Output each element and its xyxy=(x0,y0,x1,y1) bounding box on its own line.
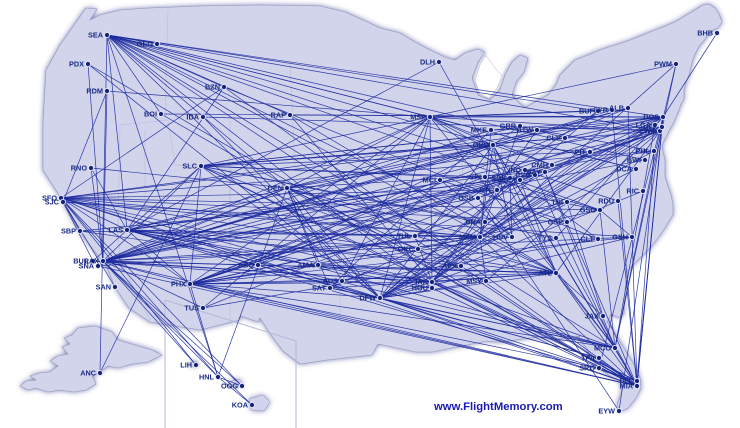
svg-text:GSP: GSP xyxy=(548,218,564,227)
svg-text:MSP: MSP xyxy=(410,113,426,122)
svg-text:JAX: JAX xyxy=(585,312,599,321)
svg-text:SAN: SAN xyxy=(96,283,111,292)
svg-text:TPA: TPA xyxy=(581,354,596,363)
svg-text:LEX: LEX xyxy=(502,176,516,185)
svg-text:IDA: IDA xyxy=(186,113,199,122)
svg-text:LAS: LAS xyxy=(108,226,123,235)
svg-text:BOI: BOI xyxy=(144,110,157,119)
svg-text:GSH: GSH xyxy=(612,233,628,242)
svg-text:GEG: GEG xyxy=(137,40,154,49)
svg-text:SJC: SJC xyxy=(45,198,60,207)
svg-text:RDM: RDM xyxy=(86,87,103,96)
svg-text:TUL: TUL xyxy=(397,232,412,241)
svg-text:BWI: BWI xyxy=(627,156,641,165)
svg-text:DEN: DEN xyxy=(268,184,283,193)
svg-text:MSY: MSY xyxy=(466,277,482,286)
svg-text:ALB: ALB xyxy=(609,104,624,113)
svg-text:PHL: PHL xyxy=(635,147,650,156)
svg-text:TYS: TYS xyxy=(538,234,552,243)
svg-text:CLT: CLT xyxy=(580,235,594,244)
svg-text:BNA: BNA xyxy=(465,218,482,227)
svg-text:www.FlightMemory.com: www.FlightMemory.com xyxy=(433,401,563,413)
svg-text:SEA: SEA xyxy=(88,31,104,40)
svg-text:HNL: HNL xyxy=(199,373,215,382)
svg-text:PIT: PIT xyxy=(575,148,587,157)
svg-text:DCA: DCA xyxy=(616,165,633,174)
svg-text:AEX: AEX xyxy=(442,262,457,271)
svg-text:GSO: GSO xyxy=(580,206,597,215)
svg-text:SBP: SBP xyxy=(61,227,76,236)
svg-text:DLH: DLH xyxy=(420,58,435,67)
svg-text:ABQ: ABQ xyxy=(238,261,255,270)
svg-text:SPI: SPI xyxy=(469,173,481,182)
svg-text:OKC: OKC xyxy=(398,245,415,254)
svg-text:LIH: LIH xyxy=(180,361,192,370)
svg-text:SAT: SAT xyxy=(312,284,327,293)
svg-text:PDX: PDX xyxy=(69,60,84,69)
svg-text:ANC: ANC xyxy=(80,369,97,378)
svg-text:STL: STL xyxy=(479,186,493,195)
svg-text:CLE: CLE xyxy=(546,134,561,143)
svg-text:EYW: EYW xyxy=(598,407,615,416)
svg-text:DTW: DTW xyxy=(516,126,533,135)
svg-text:OGG: OGG xyxy=(221,382,238,391)
svg-text:TUS: TUS xyxy=(184,304,199,313)
svg-text:MCO: MCO xyxy=(594,344,611,353)
svg-text:RNO: RNO xyxy=(71,164,88,173)
svg-text:RIC: RIC xyxy=(626,187,639,196)
svg-text:MIA: MIA xyxy=(620,382,634,391)
svg-text:MKE: MKE xyxy=(471,126,487,135)
svg-text:BZN: BZN xyxy=(205,83,220,92)
svg-text:SLC: SLC xyxy=(182,162,197,171)
svg-text:ATL: ATL xyxy=(538,269,552,278)
svg-text:RAP: RAP xyxy=(271,111,287,120)
svg-text:LGA: LGA xyxy=(636,121,652,130)
svg-text:MEM: MEM xyxy=(459,233,476,242)
svg-text:DAY: DAY xyxy=(526,168,541,177)
svg-text:OSB: OSB xyxy=(458,194,474,203)
svg-text:HSV: HSV xyxy=(493,233,508,242)
svg-text:KOA: KOA xyxy=(232,401,249,410)
svg-text:BHB: BHB xyxy=(697,29,713,38)
svg-text:DFW: DFW xyxy=(359,294,376,303)
svg-text:SYR: SYR xyxy=(593,106,609,115)
svg-text:TRI: TRI xyxy=(551,198,563,207)
svg-text:HOU: HOU xyxy=(412,284,428,293)
svg-text:ORD: ORD xyxy=(473,141,489,150)
svg-text:PHX: PHX xyxy=(171,280,186,289)
svg-text:SRQ: SRQ xyxy=(579,364,595,373)
svg-text:RDU: RDU xyxy=(598,197,614,206)
svg-text:AMA: AMA xyxy=(297,261,314,270)
svg-text:PWM: PWM xyxy=(654,60,672,69)
svg-text:MCI: MCI xyxy=(423,176,436,185)
svg-text:SNA: SNA xyxy=(79,262,95,271)
svg-text:GRR: GRR xyxy=(500,122,517,131)
